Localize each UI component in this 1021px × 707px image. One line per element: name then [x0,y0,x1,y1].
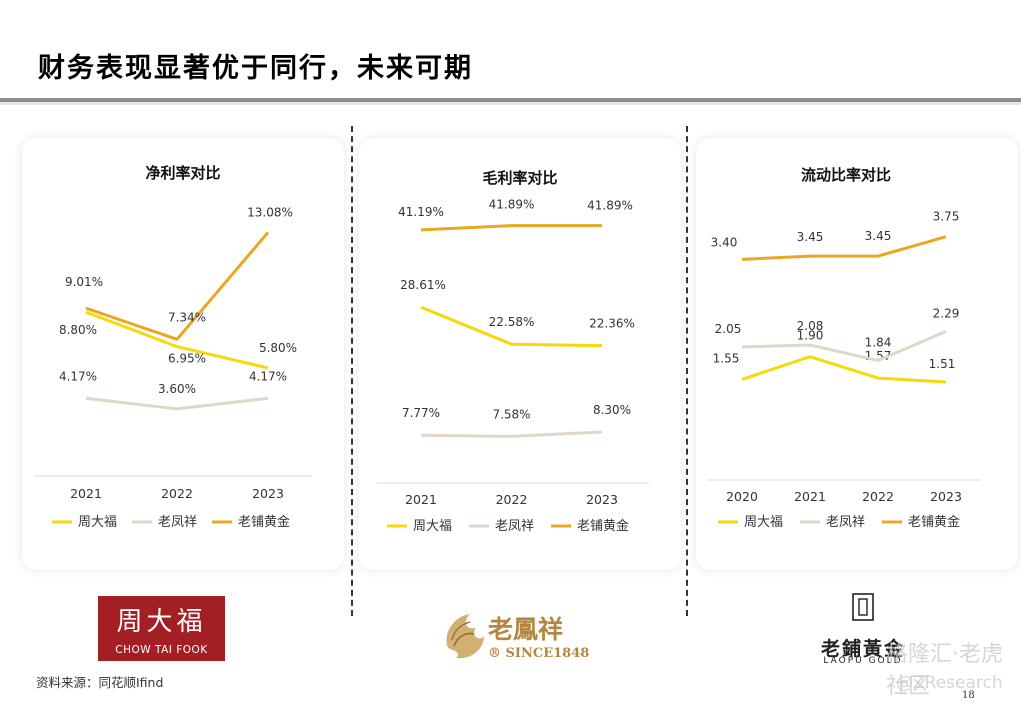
data-label: 7.34% [168,310,206,324]
data-label: 1.51 [929,357,956,371]
data-label: 2.05 [715,322,742,336]
lao-feng-xiang-logo: 老鳳祥 ® SINCE1848 [440,606,590,666]
series-line-lao-feng-xiang [85,396,269,411]
data-label: 2.29 [933,306,960,320]
watermark-text: 格隆汇·老虎社区 [886,642,1003,699]
series-line-laopu-gold [85,231,270,341]
chart-title: 净利率对比 [145,164,220,182]
data-label: 1.84 [865,336,892,350]
x-tick-label: 2022 [496,492,528,507]
chart-title: 毛利率对比 [482,169,557,187]
series-line-chow-tai-fook [420,305,603,348]
chow-tai-fook-logo: 周大福 CHOW TAI FOOK [98,596,225,661]
data-label: 4.17% [249,369,287,383]
laopu-gold-logo-cn: 老鋪黃金 [820,638,905,660]
laopu-gold-logo: 老鋪黃金 LAOPU GOLD [808,590,918,670]
chow-tai-fook-logo-cn: 周大福 [116,607,207,637]
chow-tai-fook-logo-en: CHOW TAI FOOK [115,644,208,656]
data-label: 41.89% [489,198,535,212]
x-tick-label: 2023 [586,492,618,507]
dashed-divider-left [351,126,353,616]
x-tick-label: 2021 [794,489,826,504]
data-label: 3.45 [865,229,892,243]
legend-label-chow-tai-fook: 周大福 [744,515,783,530]
dashed-divider-right [686,126,688,616]
data-label: 3.40 [711,235,738,249]
legend-label-chow-tai-fook: 周大福 [78,515,117,530]
laopu-gold-logo-en: LAOPU GOLD [823,656,903,666]
data-label: 4.17% [59,369,97,383]
x-tick-label: 2023 [252,486,284,501]
data-label: 13.08% [247,205,293,219]
page-title: 财务表现显著优于同行，未来可期 [38,53,473,84]
series-line-lao-feng-xiang [420,430,603,438]
legend-label-laopu-gold: 老铺黄金 [577,518,629,534]
phoenix-icon [446,614,484,659]
legend-label-laopu-gold: 老铺黄金 [908,514,960,530]
data-label: 8.80% [59,323,97,337]
x-tick-label: 2020 [726,489,758,504]
x-tick-label: 2021 [405,492,437,507]
legend-label-laopu-gold: 老铺黄金 [238,514,290,530]
gross-margin-chart: 毛利率对比 2021 2022 2023 28.61% 22.58% 22.36% 7.77%… [377,169,649,534]
net-margin-chart: 净利率对比 2021 2022 2023 8.80% 6.95% 5.80% 4.17% 3.6… [34,164,312,530]
series-line-laopu-gold [420,224,602,232]
data-label: 3.45 [797,230,824,244]
data-label: 5.80% [259,341,297,355]
title-divider-shadow [0,102,1021,105]
legend-label-lao-feng-xiang: 老凤祥 [826,515,865,530]
page-number: 18 [962,690,975,701]
title-divider [0,98,1021,102]
lao-feng-xiang-logo-en: ® SINCE1848 [488,646,590,661]
data-label: 8.30% [593,403,631,417]
data-label: 2.08 [797,319,824,333]
series-line-chow-tai-fook [85,310,269,370]
data-label: 6.95% [168,352,206,366]
data-label: 3.60% [158,382,196,396]
data-label: 1.55 [713,351,740,365]
x-tick-label: 2023 [930,489,962,504]
data-label: 7.77% [402,406,440,420]
legend-label-chow-tai-fook: 周大福 [413,519,452,534]
chart-panel-gross-margin: 毛利率对比 2021 2022 2023 28.61% 22.58% 22.36% 7.77%… [359,138,681,570]
data-label: 28.61% [400,278,446,292]
data-label: 22.36% [589,317,635,331]
series-line-laopu-gold [741,235,947,261]
chart-title: 流动比率对比 [801,166,891,184]
x-tick-label: 2021 [70,486,102,501]
x-tick-label: 2022 [161,486,193,501]
chart-panel-current-ratio: 流动比率对比 2020 2021 2022 2023 1.55 1.90 1.57 1.51 2.… [696,138,1018,570]
data-label: 41.89% [587,199,633,213]
source-note: 资料来源：同花顺Ifind [36,675,164,690]
data-label: 7.58% [492,407,530,421]
data-label: 3.75 [933,210,960,224]
series-line-chow-tai-fook [741,355,947,384]
lao-feng-xiang-logo-cn: 老鳳祥 [488,615,564,644]
x-tick-label: 2022 [862,489,894,504]
data-label: 9.01% [65,275,103,289]
data-label: 22.58% [489,315,535,329]
legend-label-lao-feng-xiang: 老凤祥 [495,519,534,534]
data-label: 41.19% [398,205,444,219]
watermark-handle: @ZResearch [896,673,1003,693]
chart-panel-net-margin: 净利率对比 2021 2022 2023 8.80% 6.95% 5.80% 4.17% 3.6… [22,138,344,570]
laopu-emblem-icon [852,593,874,621]
series-line-lao-feng-xiang [741,330,947,363]
legend-label-lao-feng-xiang: 老凤祥 [158,515,197,530]
data-label: 1.90 [797,329,824,343]
